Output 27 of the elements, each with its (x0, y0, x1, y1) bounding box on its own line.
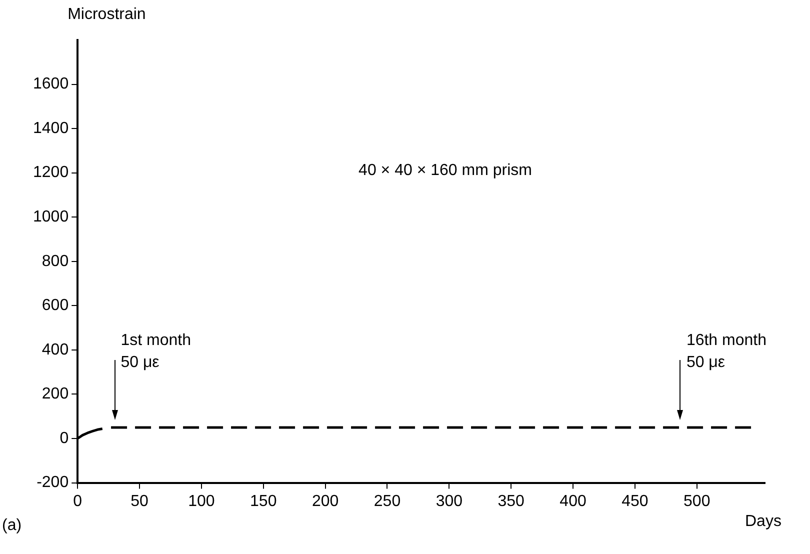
text: (a) (2, 516, 22, 535)
y-tick-label: 0 (60, 430, 69, 447)
annotation: 16th month 50 με (686, 331, 766, 374)
y-tick-label: 800 (42, 252, 69, 270)
y-tick-label: 1600 (33, 76, 69, 93)
y-tick-label: 200 (42, 386, 69, 403)
y-tick-label: 1400 (33, 120, 69, 137)
y-tick-label: 600 (42, 297, 69, 314)
x-tick-label: 100 (188, 492, 215, 510)
annotation: 40 × 40 × 160 mm prism (358, 160, 532, 181)
y-tick-label: 400 (42, 341, 69, 358)
x-axis-title: Days (745, 512, 782, 531)
y-tick-label: -200 (36, 474, 69, 492)
x-tick-label: 250 (374, 492, 401, 510)
y-tick-label: 1000 (33, 208, 69, 226)
x-tick-label: 350 (498, 492, 525, 510)
annotation: 1st month 50 με (120, 331, 191, 374)
x-tick-label: 450 (622, 492, 648, 510)
x-tick-label: 150 (250, 492, 277, 510)
y-tick-label: 1200 (33, 164, 69, 182)
x-tick-label: 0 (73, 492, 82, 510)
x-tick-label: 300 (436, 492, 463, 510)
x-tick-label: 200 (312, 492, 339, 510)
x-tick-label: 400 (560, 492, 586, 510)
y-axis-title: Microstrain (68, 6, 146, 24)
x-tick-label: 500 (684, 492, 710, 510)
x-tick-label: 50 (130, 492, 149, 510)
